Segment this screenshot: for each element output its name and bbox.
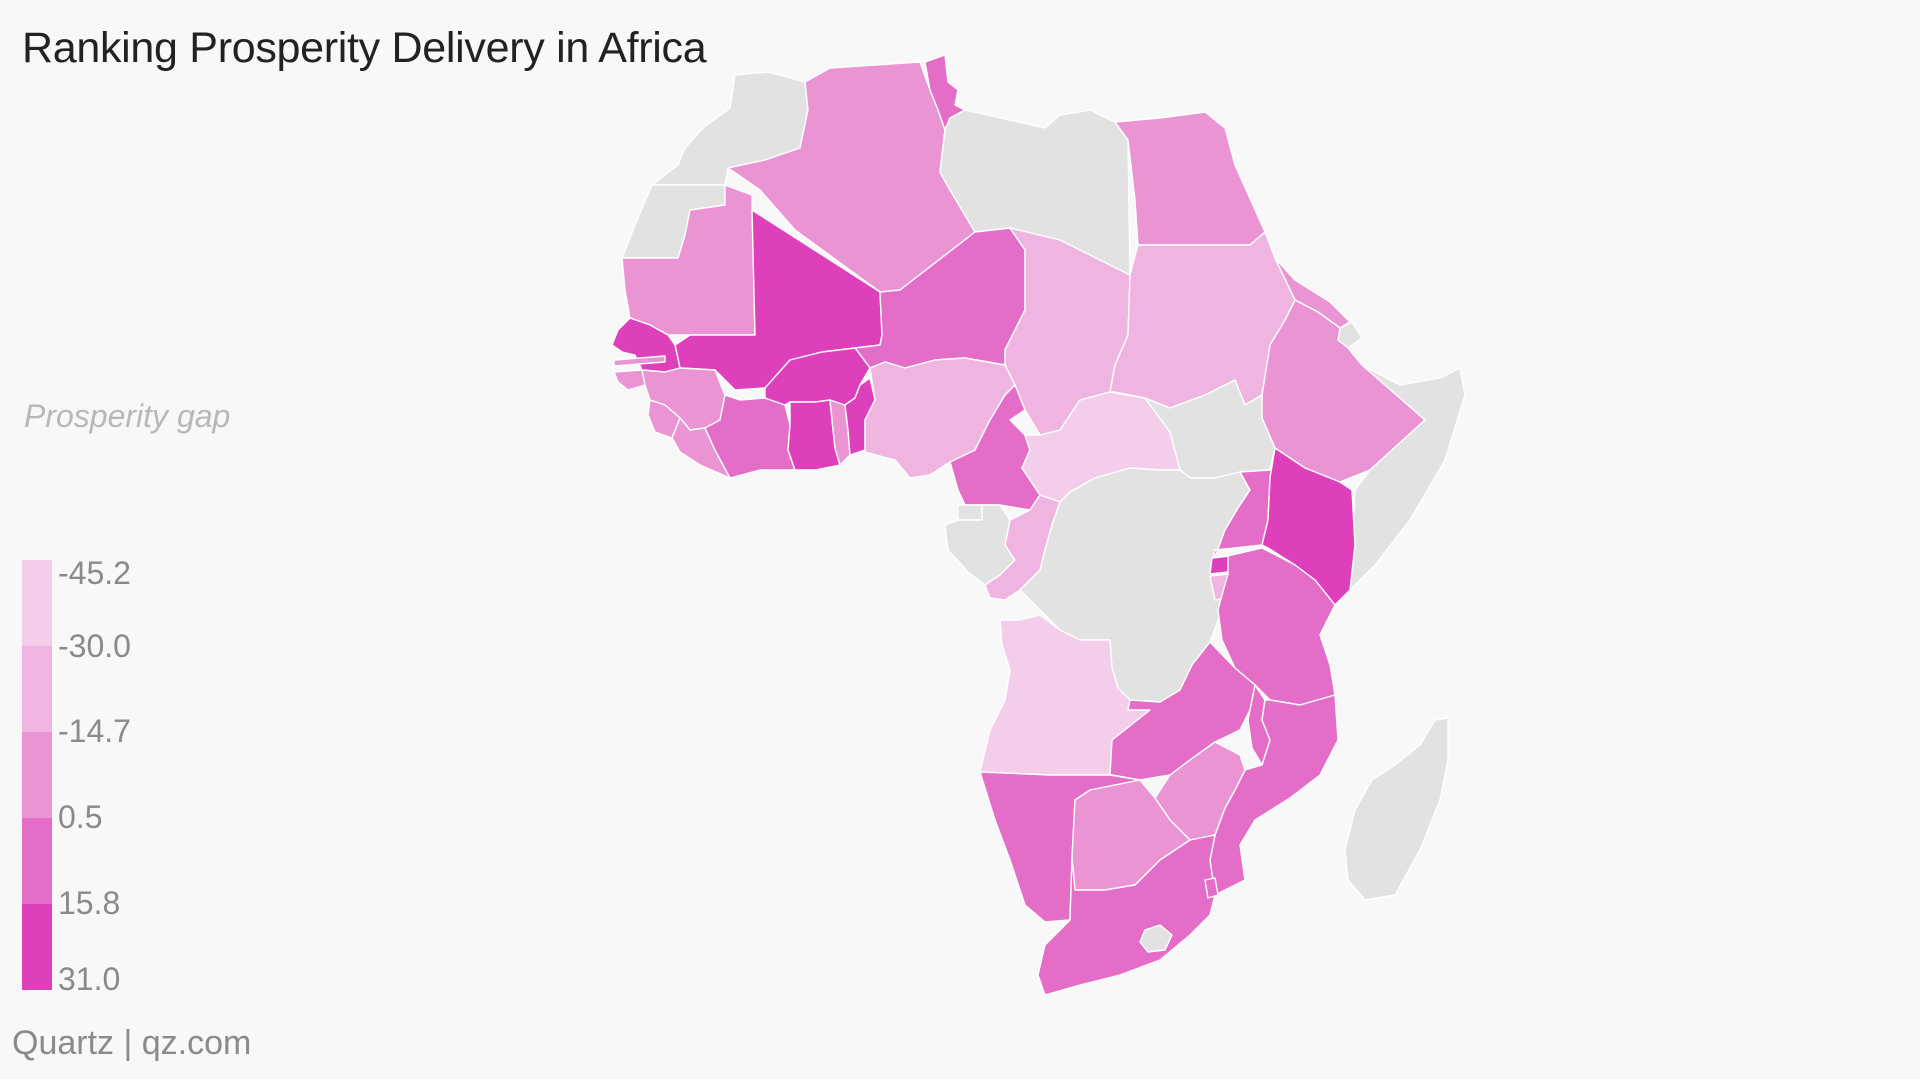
legend-swatch-2 — [22, 646, 52, 732]
chart-title: Ranking Prosperity Delivery in Africa — [22, 24, 707, 72]
country-swaziland[interactable] — [1204, 877, 1219, 899]
country-somalia[interactable] — [1349, 364, 1466, 591]
legend-label-6: 31.0 — [58, 961, 121, 997]
legend-color-scale — [22, 560, 52, 990]
legend-swatch-3 — [22, 732, 52, 818]
source-credit: Quartz | qz.com — [12, 1024, 252, 1062]
country-lesotho[interactable] — [1139, 924, 1173, 953]
country-rwanda[interactable] — [1209, 555, 1231, 575]
country-egypt[interactable] — [1114, 111, 1266, 246]
legend-swatch-4 — [22, 818, 52, 904]
country-equatorial-guinea[interactable] — [957, 504, 983, 521]
country-madagascar[interactable] — [1344, 717, 1449, 901]
legend-label-5: 15.8 — [58, 885, 121, 921]
country-gambia[interactable] — [613, 355, 666, 367]
legend-swatch-1 — [22, 560, 52, 646]
country-guinea-bissau[interactable] — [613, 369, 646, 391]
country-cameroon[interactable] — [949, 384, 1041, 511]
legend-label-1: -45.2 — [58, 555, 131, 591]
legend-title: Prosperity gap — [24, 398, 231, 434]
legend-label-2: -30.0 — [58, 628, 131, 664]
legend-swatch-5 — [22, 904, 52, 990]
legend-label-3: -14.7 — [58, 713, 131, 749]
legend-label-4: 0.5 — [58, 799, 103, 835]
